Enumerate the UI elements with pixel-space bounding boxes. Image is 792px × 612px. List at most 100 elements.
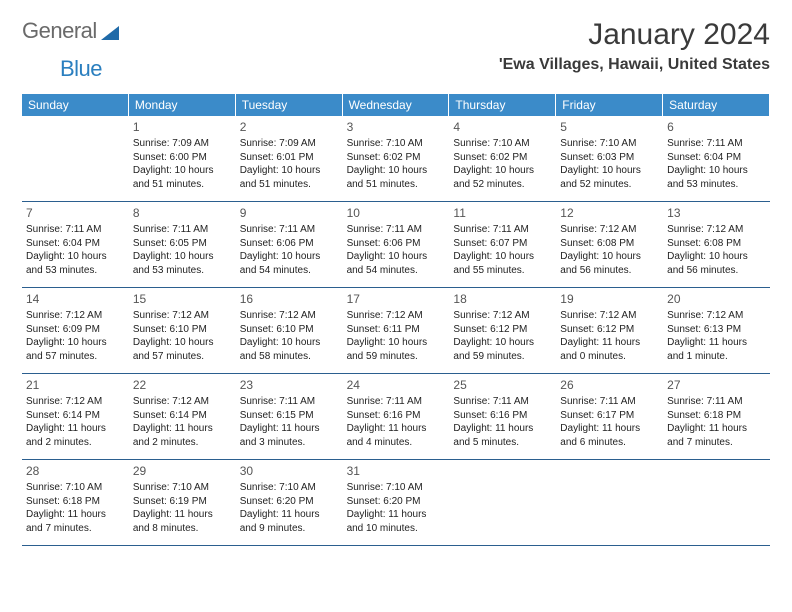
sunrise-line: Sunrise: 7:12 AM (133, 309, 232, 323)
sunset-line: Sunset: 6:15 PM (240, 409, 339, 423)
day-number: 19 (560, 291, 659, 307)
day-number: 21 (26, 377, 125, 393)
day-number: 29 (133, 463, 232, 479)
daylight-line: Daylight: 11 hours and 5 minutes. (453, 422, 552, 449)
daylight-line: Daylight: 10 hours and 54 minutes. (240, 250, 339, 277)
sunrise-line: Sunrise: 7:09 AM (240, 137, 339, 151)
sunrise-line: Sunrise: 7:11 AM (560, 395, 659, 409)
sunrise-line: Sunrise: 7:10 AM (133, 481, 232, 495)
sunset-line: Sunset: 6:03 PM (560, 151, 659, 165)
calendar-cell: 6Sunrise: 7:11 AMSunset: 6:04 PMDaylight… (663, 116, 770, 202)
sunrise-line: Sunrise: 7:12 AM (347, 309, 446, 323)
calendar-cell: 8Sunrise: 7:11 AMSunset: 6:05 PMDaylight… (129, 202, 236, 288)
sunrise-line: Sunrise: 7:12 AM (560, 309, 659, 323)
sunset-line: Sunset: 6:14 PM (133, 409, 232, 423)
calendar-cell: 17Sunrise: 7:12 AMSunset: 6:11 PMDayligh… (343, 288, 450, 374)
daylight-line: Daylight: 10 hours and 51 minutes. (347, 164, 446, 191)
calendar-grid: SundayMondayTuesdayWednesdayThursdayFrid… (22, 94, 770, 546)
calendar-cell: 30 Sunrise: 7:10 AMSunset: 6:20 PMDayligh… (236, 460, 343, 546)
daylight-line: Daylight: 10 hours and 58 minutes. (240, 336, 339, 363)
daylight-line: Daylight: 11 hours and 0 minutes. (560, 336, 659, 363)
calendar-cell: 2Sunrise: 7:09 AMSunset: 6:01 PMDaylight… (236, 116, 343, 202)
day-number: 31 (347, 463, 446, 479)
day-number: 17 (347, 291, 446, 307)
month-title: January 2024 (499, 18, 770, 52)
daylight-line: Daylight: 11 hours and 7 minutes. (667, 422, 766, 449)
sunrise-line: Sunrise: 7:10 AM (347, 137, 446, 151)
daylight-line: Daylight: 10 hours and 53 minutes. (667, 164, 766, 191)
day-number: 27 (667, 377, 766, 393)
day-number: 30 (240, 463, 339, 479)
daylight-line: Daylight: 10 hours and 54 minutes. (347, 250, 446, 277)
sunrise-line: Sunrise: 7:12 AM (560, 223, 659, 237)
day-number: 25 (453, 377, 552, 393)
daylight-line: Daylight: 10 hours and 52 minutes. (560, 164, 659, 191)
day-header: Wednesday (343, 94, 450, 116)
daylight-line: Daylight: 11 hours and 10 minutes. (347, 508, 446, 535)
calendar-cell-empty (449, 460, 556, 546)
daylight-line: Daylight: 11 hours and 2 minutes. (26, 422, 125, 449)
calendar-cell-empty (556, 460, 663, 546)
daylight-line: Daylight: 11 hours and 7 minutes. (26, 508, 125, 535)
sunset-line: Sunset: 6:04 PM (667, 151, 766, 165)
daylight-line: Daylight: 11 hours and 1 minute. (667, 336, 766, 363)
day-number: 18 (453, 291, 552, 307)
sunrise-line: Sunrise: 7:12 AM (26, 309, 125, 323)
calendar-cell: 10Sunrise: 7:11 AMSunset: 6:06 PMDayligh… (343, 202, 450, 288)
sunset-line: Sunset: 6:06 PM (347, 237, 446, 251)
day-number: 16 (240, 291, 339, 307)
day-number: 28 (26, 463, 125, 479)
sunrise-line: Sunrise: 7:12 AM (667, 223, 766, 237)
sunset-line: Sunset: 6:10 PM (133, 323, 232, 337)
sunrise-line: Sunrise: 7:12 AM (667, 309, 766, 323)
sunset-line: Sunset: 6:07 PM (453, 237, 552, 251)
sunset-line: Sunset: 6:00 PM (133, 151, 232, 165)
sunrise-line: Sunrise: 7:10 AM (453, 137, 552, 151)
calendar-cell-empty (22, 116, 129, 202)
sunset-line: Sunset: 6:18 PM (26, 495, 125, 509)
sunrise-line: Sunrise: 7:11 AM (453, 223, 552, 237)
day-number: 24 (347, 377, 446, 393)
sunrise-line: Sunrise: 7:12 AM (26, 395, 125, 409)
calendar-cell-empty (663, 460, 770, 546)
daylight-line: Daylight: 11 hours and 2 minutes. (133, 422, 232, 449)
sunrise-line: Sunrise: 7:10 AM (26, 481, 125, 495)
day-header: Tuesday (236, 94, 343, 116)
sunrise-line: Sunrise: 7:12 AM (240, 309, 339, 323)
sunset-line: Sunset: 6:11 PM (347, 323, 446, 337)
sunset-line: Sunset: 6:19 PM (133, 495, 232, 509)
sunrise-line: Sunrise: 7:11 AM (240, 223, 339, 237)
calendar-cell: 3Sunrise: 7:10 AMSunset: 6:02 PMDaylight… (343, 116, 450, 202)
daylight-line: Daylight: 11 hours and 9 minutes. (240, 508, 339, 535)
daylight-line: Daylight: 10 hours and 56 minutes. (667, 250, 766, 277)
sunset-line: Sunset: 6:02 PM (347, 151, 446, 165)
calendar-cell: 16Sunrise: 7:12 AMSunset: 6:10 PMDayligh… (236, 288, 343, 374)
sunrise-line: Sunrise: 7:11 AM (453, 395, 552, 409)
day-number: 9 (240, 205, 339, 221)
calendar-cell: 26Sunrise: 7:11 AMSunset: 6:17 PMDayligh… (556, 374, 663, 460)
sunrise-line: Sunrise: 7:11 AM (667, 137, 766, 151)
sunrise-line: Sunrise: 7:11 AM (347, 223, 446, 237)
sunrise-line: Sunrise: 7:11 AM (667, 395, 766, 409)
day-header: Sunday (22, 94, 129, 116)
day-number: 20 (667, 291, 766, 307)
calendar-cell: 27Sunrise: 7:11 AMSunset: 6:18 PMDayligh… (663, 374, 770, 460)
daylight-line: Daylight: 10 hours and 57 minutes. (133, 336, 232, 363)
calendar-cell: 13Sunrise: 7:12 AMSunset: 6:08 PMDayligh… (663, 202, 770, 288)
sunset-line: Sunset: 6:20 PM (240, 495, 339, 509)
day-number: 26 (560, 377, 659, 393)
daylight-line: Daylight: 11 hours and 6 minutes. (560, 422, 659, 449)
logo-word-general: General (22, 18, 97, 44)
calendar-cell: 15Sunrise: 7:12 AMSunset: 6:10 PMDayligh… (129, 288, 236, 374)
day-header: Monday (129, 94, 236, 116)
sunrise-line: Sunrise: 7:10 AM (347, 481, 446, 495)
sunset-line: Sunset: 6:05 PM (133, 237, 232, 251)
sunrise-line: Sunrise: 7:12 AM (453, 309, 552, 323)
logo-sail-icon (101, 24, 119, 40)
calendar-cell: 29Sunrise: 7:10 AMSunset: 6:19 PMDayligh… (129, 460, 236, 546)
sunrise-line: Sunrise: 7:10 AM (240, 481, 339, 495)
sunset-line: Sunset: 6:12 PM (560, 323, 659, 337)
sunset-line: Sunset: 6:13 PM (667, 323, 766, 337)
day-header: Friday (556, 94, 663, 116)
calendar-cell: 31Sunrise: 7:10 AMSunset: 6:20 PMDayligh… (343, 460, 450, 546)
